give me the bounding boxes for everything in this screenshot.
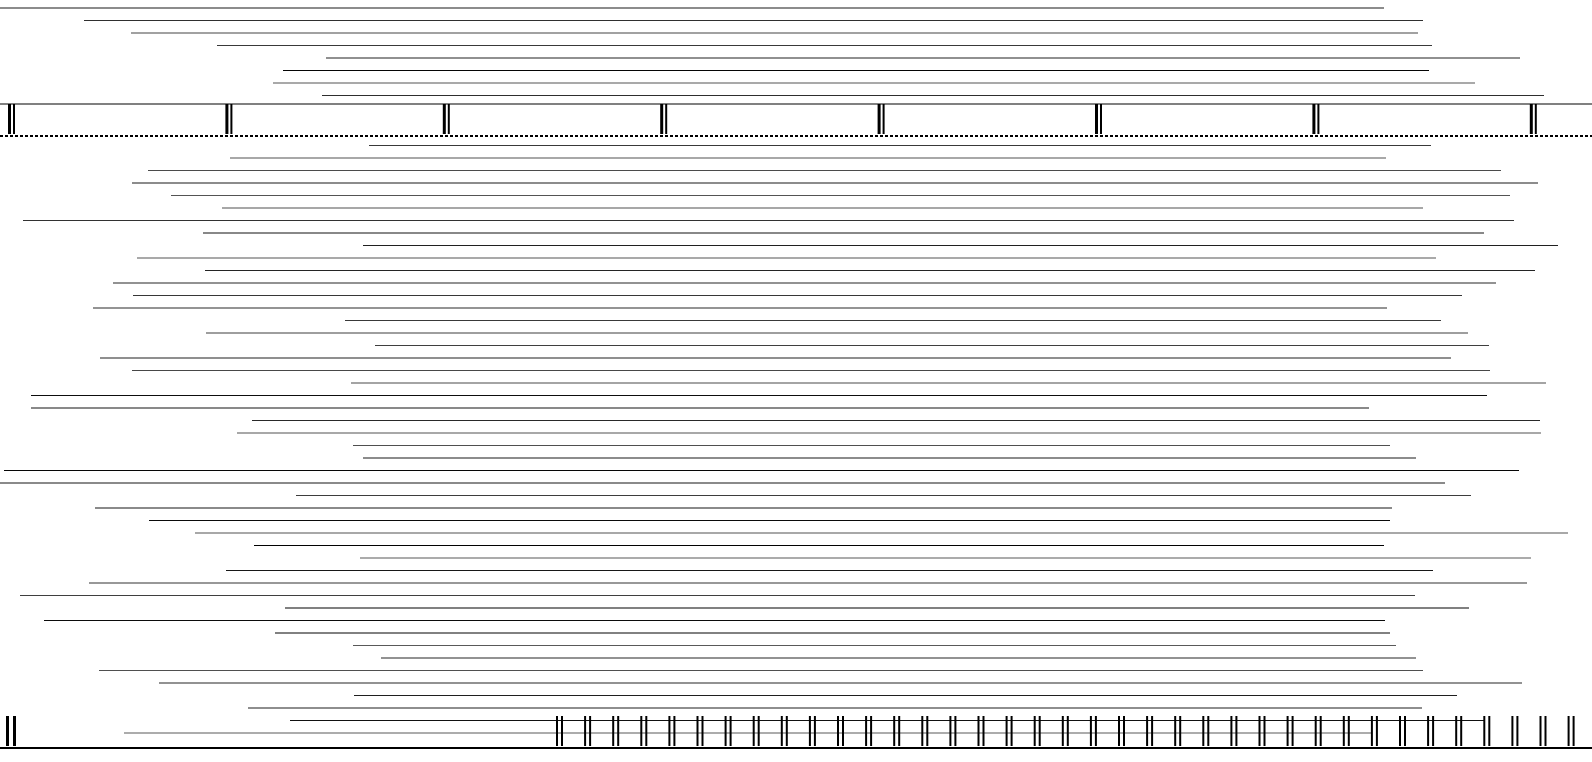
bottom-marker [724, 716, 727, 746]
bottom-marker [808, 716, 811, 746]
bottom-marker [1010, 716, 1013, 746]
bottom-markers [6, 716, 1575, 746]
bottom-marker [1516, 716, 1519, 746]
column-marker [1095, 104, 1098, 134]
bottom-marker [1432, 716, 1435, 746]
bottom-marker [1061, 716, 1064, 746]
bottom-marker [1151, 716, 1154, 746]
column-marker [665, 104, 668, 134]
bottom-marker [612, 716, 615, 746]
bottom-marker [640, 716, 643, 746]
bottom-marker [780, 716, 783, 746]
column-marker [660, 104, 664, 134]
bottom-marker [921, 716, 924, 746]
bottom-marker [893, 716, 896, 746]
column-marker [882, 104, 885, 134]
bottom-marker [1174, 716, 1177, 746]
footer [0, 748, 1592, 762]
bottom-marker [668, 716, 671, 746]
column-marker [877, 104, 881, 134]
column-marker [1317, 104, 1320, 134]
bottom-marker [1460, 716, 1463, 746]
column-marker [447, 104, 450, 134]
bottom-marker [1427, 716, 1430, 746]
column-marker [1534, 104, 1537, 134]
bottom-marker [757, 716, 760, 746]
bottom-marker [673, 716, 676, 746]
bottom-marker [1370, 716, 1373, 746]
bottom-marker [785, 716, 788, 746]
bottom-marker [1375, 716, 1378, 746]
column-marker [230, 104, 233, 134]
bottom-marker [1572, 716, 1575, 746]
bottom-marker [977, 716, 980, 746]
bottom-marker [561, 716, 563, 746]
bottom-marker [729, 716, 732, 746]
bottom-marker [1314, 716, 1317, 746]
column-markers [0, 103, 1592, 137]
bottom-marker [870, 716, 873, 746]
bottom-marker [1291, 716, 1294, 746]
bottom-marker [1207, 716, 1210, 746]
bottom-marker [954, 716, 957, 746]
column-marker [1529, 104, 1533, 134]
bottom-marker [1455, 716, 1458, 746]
bottom-marker [752, 716, 755, 746]
bottom-marker [865, 716, 868, 746]
bottom-marker [842, 716, 844, 746]
bottom-marker [1488, 716, 1491, 746]
bottom-marker [1342, 716, 1345, 746]
bottom-marker [982, 716, 985, 746]
bottom-marker [701, 716, 704, 746]
bottom-marker [837, 716, 839, 746]
bottom-marker [1347, 716, 1350, 746]
bottom-marker [1038, 716, 1041, 746]
bottom-marker [813, 716, 816, 746]
bottom-marker [1511, 716, 1514, 746]
bottom-marker [1123, 716, 1125, 746]
bottom-marker [1005, 716, 1008, 746]
column-marker [13, 104, 15, 134]
bottom-marker [1179, 716, 1182, 746]
bottom-marker [1319, 716, 1322, 746]
bottom-marker [1539, 716, 1542, 746]
bottom-marker [617, 716, 620, 746]
column-marker [442, 104, 446, 134]
row-lines [0, 7, 1568, 734]
bottom-marker [6, 716, 9, 746]
bottom-marker [1066, 716, 1069, 746]
bottom-marker [584, 716, 587, 746]
bottom-marker [949, 716, 952, 746]
bottom-marker [13, 716, 16, 746]
bottom-marker [645, 716, 648, 746]
bottom-marker [1230, 716, 1233, 746]
bottom-marker [556, 716, 558, 746]
bottom-marker [696, 716, 699, 746]
bottom-marker [1567, 716, 1570, 746]
bottom-marker [926, 716, 929, 746]
column-marker [8, 104, 11, 134]
bottom-marker [1399, 716, 1401, 746]
bottom-marker [1258, 716, 1261, 746]
bottom-marker [898, 716, 901, 746]
bottom-marker [1118, 716, 1120, 746]
column-marker [225, 104, 229, 134]
bottom-marker [1235, 716, 1238, 746]
bottom-marker [1483, 716, 1486, 746]
bottom-marker [1033, 716, 1036, 746]
column-marker [1100, 104, 1102, 134]
bottom-marker [1544, 716, 1547, 746]
bottom-marker [1146, 716, 1149, 746]
bottom-marker [1094, 716, 1097, 746]
bottom-marker [1404, 716, 1406, 746]
bottom-marker [1089, 716, 1092, 746]
bottom-marker [589, 716, 592, 746]
bottom-marker [1202, 716, 1205, 746]
bottom-marker [1263, 716, 1266, 746]
column-marker [1312, 104, 1316, 134]
bottom-marker [1286, 716, 1289, 746]
